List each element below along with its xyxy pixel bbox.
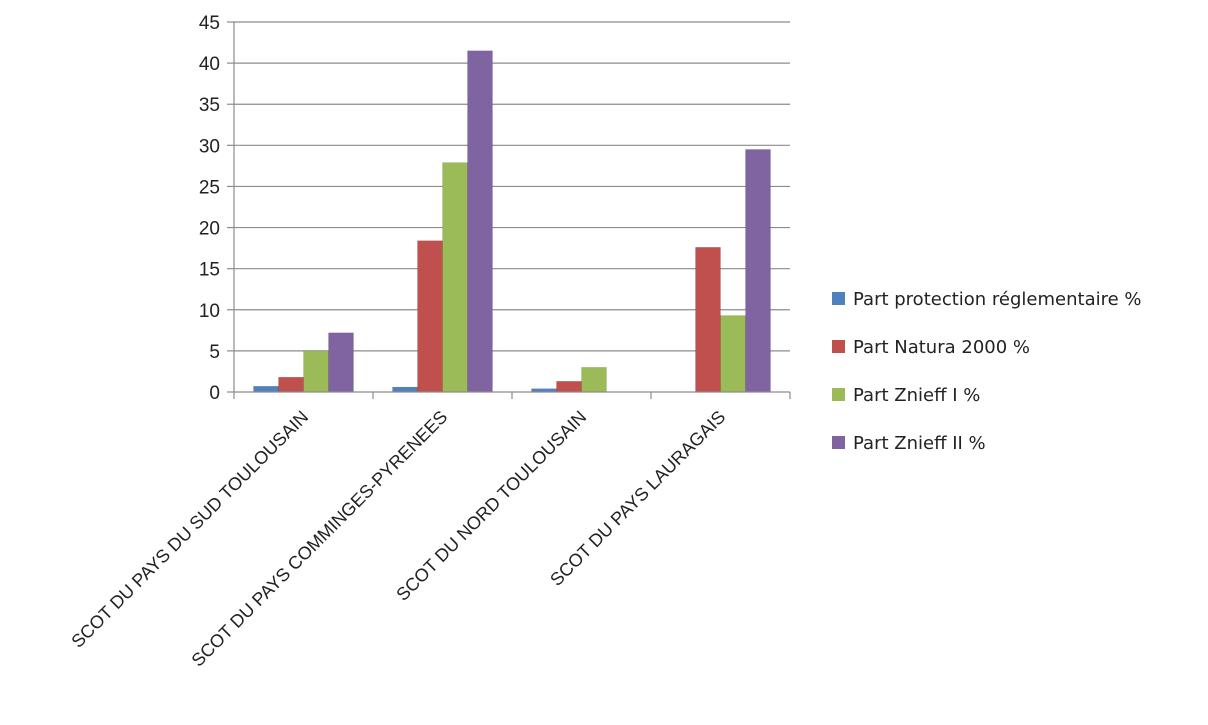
y-tick-label: 5 — [209, 342, 220, 363]
bar — [278, 376, 304, 393]
legend-swatch — [832, 340, 845, 353]
bar — [695, 247, 721, 393]
legend-label: Part Natura 2000 % — [853, 337, 1030, 358]
bar — [417, 240, 443, 393]
gridlines — [234, 21, 790, 352]
y-tick-label: 45 — [199, 13, 220, 34]
legend-swatch — [832, 388, 845, 401]
x-category-label: SCOT DU PAYS COMMINGES-PYRENEES — [188, 407, 452, 671]
legend: Part protection réglementaire % Part Natu… — [832, 289, 1142, 454]
bar — [720, 315, 746, 393]
bar — [467, 50, 493, 393]
bar — [392, 386, 418, 393]
bar — [328, 332, 354, 393]
y-tick-label: 15 — [199, 260, 220, 281]
legend-label: Part Znieff I % — [853, 385, 980, 406]
y-tick-label: 10 — [199, 301, 220, 322]
y-tick-label: 0 — [209, 383, 220, 404]
x-category-label: SCOT DU PAYS DU SUD TOULOUSAIN — [67, 407, 312, 652]
axes — [227, 21, 791, 399]
bars — [253, 50, 771, 393]
bar — [442, 162, 468, 393]
legend-label: Part Znieff II % — [853, 433, 986, 454]
bar — [581, 367, 607, 393]
bar — [253, 385, 279, 393]
y-axis-tick-labels: 0 5 10 15 20 25 30 35 40 45 — [199, 13, 220, 404]
y-tick-label: 20 — [199, 219, 220, 240]
bar — [745, 149, 771, 393]
y-tick-label: 30 — [199, 136, 220, 157]
legend-swatch — [832, 436, 845, 449]
bar — [556, 381, 582, 393]
legend-label: Part protection réglementaire % — [853, 289, 1142, 310]
y-tick-label: 40 — [199, 54, 220, 75]
y-tick-label: 35 — [199, 95, 220, 116]
bar — [303, 350, 329, 393]
y-tick-label: 25 — [199, 177, 220, 198]
legend-swatch — [832, 292, 845, 305]
